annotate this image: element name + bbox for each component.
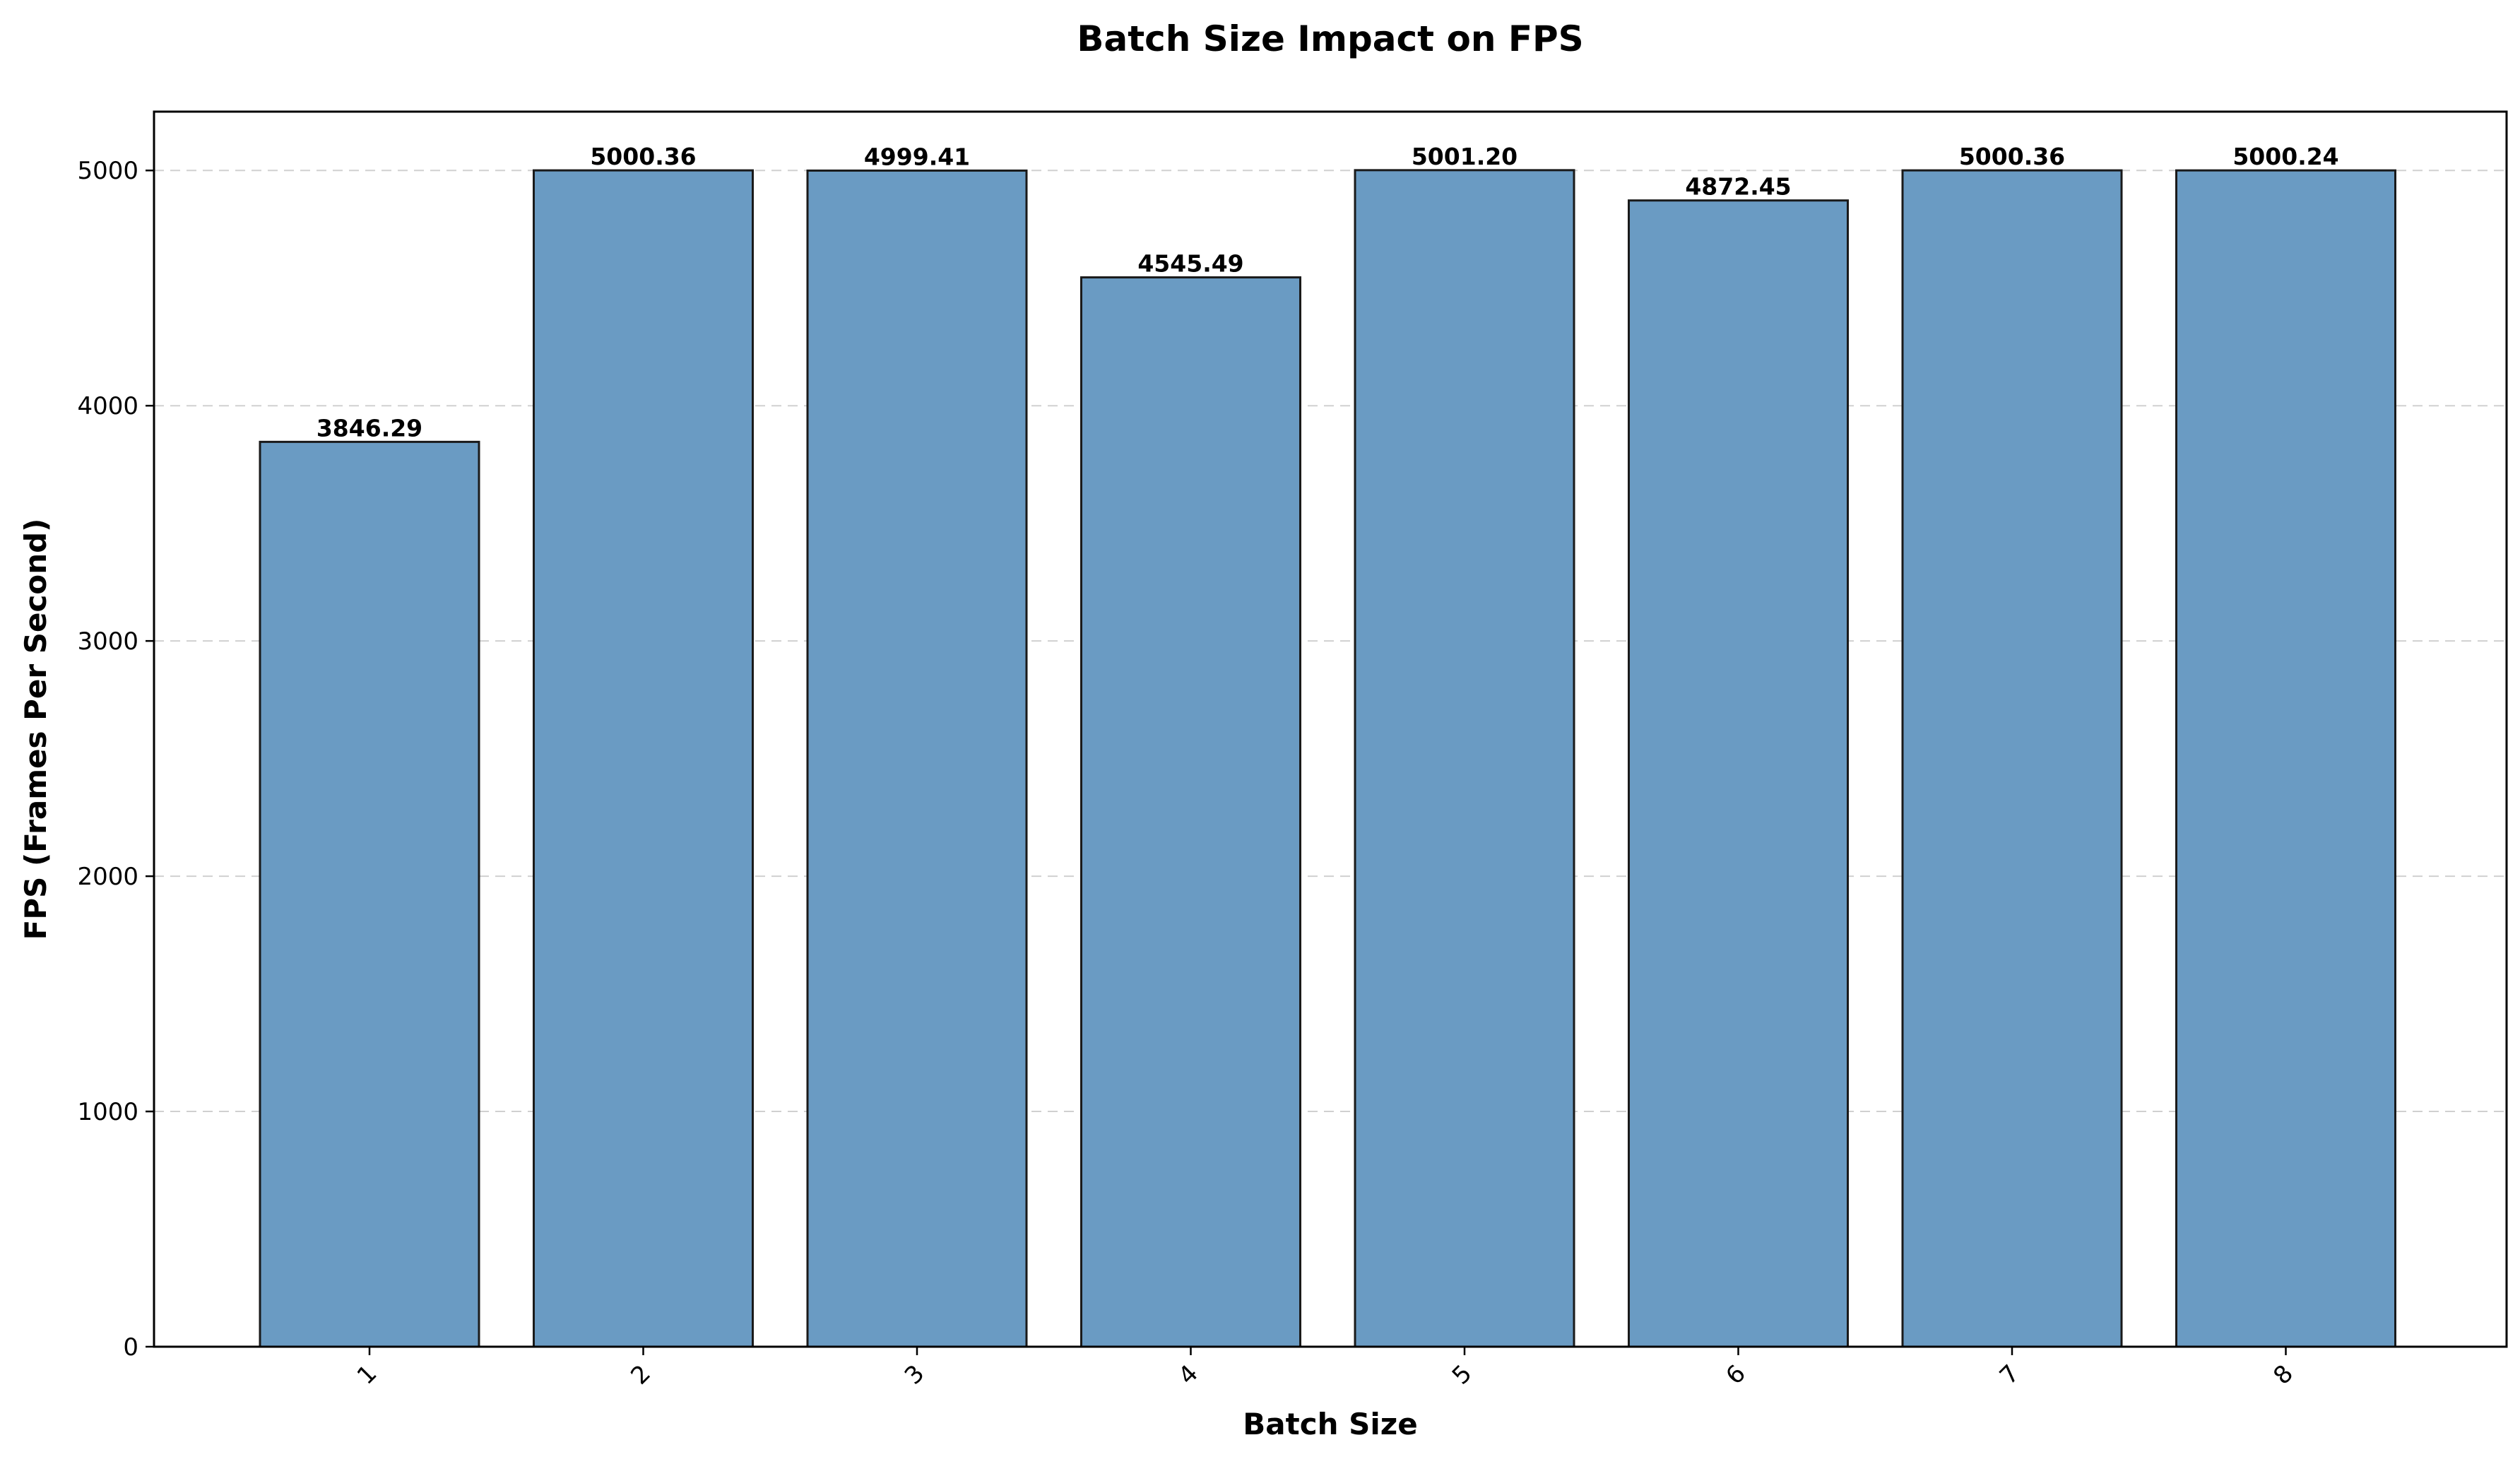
data-label-3: 4999.41	[864, 143, 970, 170]
y-tick-label: 0	[123, 1333, 138, 1362]
bar-1	[259, 440, 480, 1348]
bar-6	[1628, 199, 1849, 1348]
data-label-7: 5000.36	[1959, 143, 2065, 170]
x-tick-label: 7	[1994, 1359, 2025, 1391]
bar-2	[533, 169, 754, 1348]
bar-4	[1080, 276, 1301, 1348]
y-tick-label: 2000	[77, 863, 138, 891]
data-label-6: 4872.45	[1685, 173, 1791, 201]
x-tick-label: 8	[2268, 1359, 2299, 1391]
bar-7	[1901, 169, 2123, 1348]
data-label-4: 4545.49	[1137, 250, 1243, 278]
y-axis-label: FPS (Frames Per Second)	[18, 519, 53, 940]
x-tick-label: 6	[1720, 1359, 1751, 1391]
y-tick-label: 1000	[77, 1098, 138, 1126]
x-tick-label: 2	[625, 1359, 656, 1391]
x-axis-label: Batch Size	[1243, 1407, 1417, 1441]
bars	[259, 169, 2396, 1348]
x-tick-label: 3	[899, 1359, 930, 1391]
y-tick-label: 5000	[77, 157, 138, 185]
y-axis-ticks: 0 1000 2000 3000 4000 5000	[77, 157, 154, 1362]
x-tick-label: 5	[1447, 1359, 1478, 1391]
bar-5	[1354, 169, 1575, 1348]
data-label-1: 3846.29	[317, 414, 422, 442]
y-tick-label: 3000	[77, 627, 138, 656]
data-label-5: 5001.20	[1412, 143, 1518, 170]
gridlines	[154, 170, 2507, 1113]
x-tick-label: 1	[352, 1359, 383, 1391]
data-label-8: 5000.24	[2232, 143, 2338, 170]
plot-frame	[153, 110, 2508, 1348]
bar-8	[2175, 169, 2396, 1348]
x-axis-ticks: 1 2 3 4 5 6 7 8	[352, 1347, 2299, 1391]
chart-title: Batch Size Impact on FPS	[1077, 18, 1583, 59]
y-tick-label: 4000	[77, 392, 138, 420]
bar-3	[806, 169, 1028, 1348]
data-label-2: 5000.36	[590, 143, 696, 170]
x-tick-label: 4	[1173, 1359, 1204, 1391]
data-labels: 3846.29 5000.36 4999.41 4545.49 5001.20 4872.…	[317, 143, 2339, 442]
